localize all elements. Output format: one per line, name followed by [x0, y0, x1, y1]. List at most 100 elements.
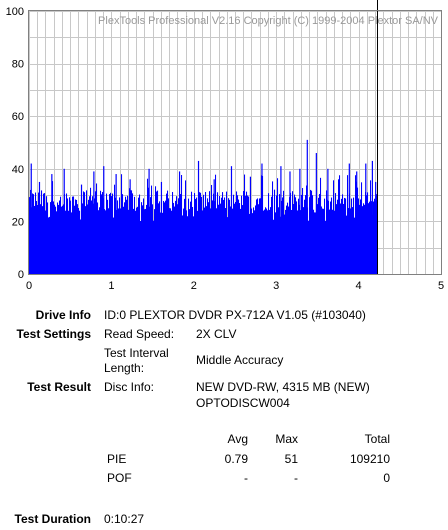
pie-bar [221, 197, 223, 274]
pie-bar [146, 204, 148, 274]
test-duration-label: Test Duration [14, 512, 91, 526]
pie-bar [312, 195, 314, 274]
pie-bar [194, 193, 196, 274]
pie-bar [188, 198, 190, 274]
read-speed-value: 2X CLV [196, 327, 237, 341]
pie-bar [376, 194, 378, 274]
pie-bar [187, 216, 189, 274]
pie-bar [242, 205, 244, 274]
row-pie-max: 51 [284, 452, 298, 466]
pie-peak-bar [261, 163, 263, 274]
pie-bar [286, 205, 288, 274]
pie-peak-bar [365, 163, 367, 274]
row-pof-avg: - [244, 471, 248, 485]
pie-bar [339, 175, 341, 274]
pie-peak-bar [178, 171, 181, 274]
pie-bar [264, 209, 266, 274]
pie-bar [344, 197, 346, 274]
pie-bar [48, 217, 50, 274]
pie-bar [305, 195, 307, 274]
pie-bar [61, 206, 63, 274]
pie-bar [320, 177, 322, 274]
disc-info-value-line1: NEW DVD-RW, 4315 MB (NEW) [196, 380, 370, 394]
pie-bar [110, 192, 112, 274]
pie-bar [363, 203, 365, 274]
pie-peak-bar [348, 163, 350, 274]
pie-bar [79, 210, 81, 274]
pie-bar [125, 196, 127, 274]
pie-bar [128, 209, 130, 274]
pie-bar [326, 190, 328, 274]
pie-bar [217, 192, 219, 274]
pie-bar [139, 194, 141, 274]
pie-bar [220, 203, 222, 274]
pie-bar [68, 210, 70, 274]
pie-bar [216, 208, 218, 274]
pie-peak-bar [103, 166, 105, 274]
pie-bar [65, 210, 67, 274]
pie-bar [206, 206, 208, 274]
row-pie-total: 109210 [349, 452, 390, 466]
pie-bar [233, 194, 235, 274]
pie-bar [50, 202, 52, 274]
pie-bar [153, 220, 155, 274]
pie-bar [54, 204, 56, 274]
pie-bar [215, 174, 217, 274]
pie-bar [172, 191, 174, 274]
pie-bar [319, 193, 321, 274]
pie-bar [364, 204, 366, 274]
drive-info-value: ID:0 PLEXTOR DVDR PX-712A V1.05 (#103040… [104, 308, 366, 322]
pie-bar [285, 209, 287, 274]
pie-bar [276, 195, 278, 274]
pie-bar [351, 198, 353, 274]
pie-bar [41, 190, 43, 274]
row-pie-label: PIE [107, 452, 127, 466]
pie-bar [127, 195, 129, 274]
pie-bar [278, 207, 280, 274]
pie-bar [136, 207, 138, 274]
pie-bar [75, 199, 77, 274]
pie-bar [107, 199, 109, 274]
pie-bar [257, 198, 259, 274]
pie-peak-bar [213, 179, 215, 274]
pie-bar [33, 194, 35, 274]
pie-bar [67, 198, 69, 274]
pie-bar [211, 184, 213, 274]
pie-bar [223, 199, 225, 274]
pie-peak-bar [280, 166, 282, 274]
pie-bar [330, 201, 332, 274]
pie-bar [195, 198, 197, 274]
pie-bar [53, 201, 55, 274]
pie-peak-bar [289, 171, 291, 274]
pie-bar [49, 216, 51, 274]
y-tick-label: 100 [6, 6, 24, 18]
pie-bar [60, 196, 62, 274]
pie-bar [40, 204, 42, 274]
pie-bar [173, 202, 175, 274]
read-speed-label: Read Speed: [104, 327, 175, 341]
pie-bar [52, 181, 54, 274]
pie-bar [102, 192, 104, 274]
row-pof-max: - [294, 471, 298, 485]
pie-bar [321, 206, 323, 274]
pie-bar [274, 189, 276, 274]
pie-bar [72, 196, 74, 274]
pie-bar [34, 205, 36, 274]
pie-bar [91, 200, 93, 274]
pie-bar [94, 198, 96, 274]
pie-bar [157, 190, 159, 274]
pie-bar [154, 209, 156, 274]
col-header-avg: Avg [227, 432, 248, 446]
pie-bar [158, 203, 160, 274]
pie-bar [267, 210, 269, 274]
test-interval-value: Middle Accuracy [196, 353, 284, 367]
pie-bar [236, 191, 238, 274]
y-tick-label: 80 [12, 59, 24, 71]
pie-bar [171, 210, 173, 274]
pie-bar [159, 201, 161, 274]
row-pie-avg: 0.79 [224, 452, 248, 466]
pie-bar [234, 203, 236, 274]
pie-bar [178, 198, 180, 274]
pie-bar [113, 217, 115, 274]
pie-bar [170, 208, 172, 274]
